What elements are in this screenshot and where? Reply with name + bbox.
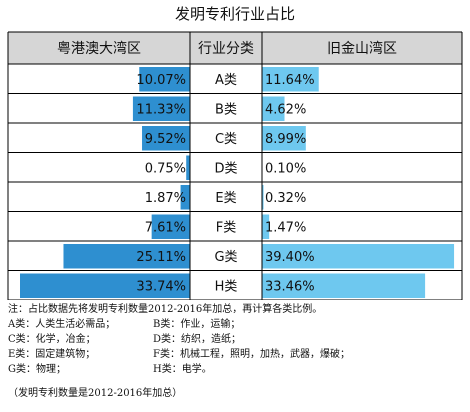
note-f: F类：机械工程，照明，加热，武器，爆破； [153,349,350,360]
note-row: C类：化学，冶金； D类：纺织，造纸； [8,332,464,347]
category-label: E类 [215,191,236,206]
right-value-label: 39.40% [265,250,315,265]
right-value-label: 0.10% [265,161,306,176]
chart-title: 发明专利行业占比 [174,5,295,23]
category-label: H类 [215,279,238,294]
left-bar [20,273,190,298]
note-row: E类：固定建筑物； F类：机械工程，照明，加热，武器，爆破； [8,347,464,362]
category-label: G类 [214,250,237,265]
note-h: H类：电学。 [153,364,212,375]
left-value-label: 7.61% [145,220,186,235]
right-value-label: 4.62% [265,102,306,117]
right-value-label: 33.46% [265,279,315,294]
header-background [8,32,462,64]
right-value-label: 11.64% [265,73,315,88]
category-label: A类 [215,73,237,88]
note-a: A类：人类生活必需品； [8,319,116,330]
left-bar [63,244,190,269]
left-bar [151,214,190,239]
right-bar [262,273,426,298]
left-value-label: 1.87% [145,191,186,206]
note-e: E类：固定建筑物； [8,349,96,360]
left-value-label: 11.33% [136,102,186,117]
note-g: G类：物理； [8,364,66,375]
category-label: D类 [214,161,237,176]
right-value-label: 1.47% [265,220,306,235]
left-bar [180,185,190,210]
left-value-label: 10.07% [136,73,186,88]
category-label: C类 [215,132,237,147]
right-bar [262,185,264,210]
notes-block: 注：占比数据先将发明专利数量2012-2016年加总，再计算各类比例。 A类：人… [8,302,464,401]
left-value-label: 0.75% [145,161,186,176]
right-value-label: 8.99% [265,132,306,147]
note-main: 注：占比数据先将发明专利数量2012-2016年加总，再计算各类比例。 [8,304,323,315]
right-series-header: 旧金山湾区 [327,40,397,57]
right-bar [262,214,270,239]
note-b: B类：作业，运输； [153,319,241,330]
left-bar [139,67,190,92]
right-bar [262,244,455,269]
note-footer: （发明专利数量是2012-2016年加总） [8,388,183,399]
left-value-label: 25.11% [136,250,186,265]
category-header: 行业分类 [198,41,254,57]
right-bar [262,126,306,151]
left-bar [186,155,190,180]
category-label: B类 [215,102,237,117]
right-value-label: 0.32% [265,191,306,206]
right-bar [262,67,319,92]
right-bar [262,96,285,121]
note-row: G类：物理； H类：电学。 [8,362,464,377]
left-bar [142,126,190,151]
left-value-label: 9.52% [145,132,186,147]
note-row: A类：人类生活必需品； B类：作业，运输； [8,317,464,332]
diverging-bar-chart: 粤港澳大湾区 行业分类 旧金山湾区 10.07% A类 11.64% 11.33% B类 4.6… [7,31,463,300]
left-series-header: 粤港澳大湾区 [57,40,141,57]
left-value-label: 33.74% [136,279,186,294]
note-d: D类：纺织，造纸； [153,334,242,345]
category-label: F类 [216,220,236,235]
note-c: C类：化学，冶金； [8,334,96,345]
left-bar [132,96,190,121]
